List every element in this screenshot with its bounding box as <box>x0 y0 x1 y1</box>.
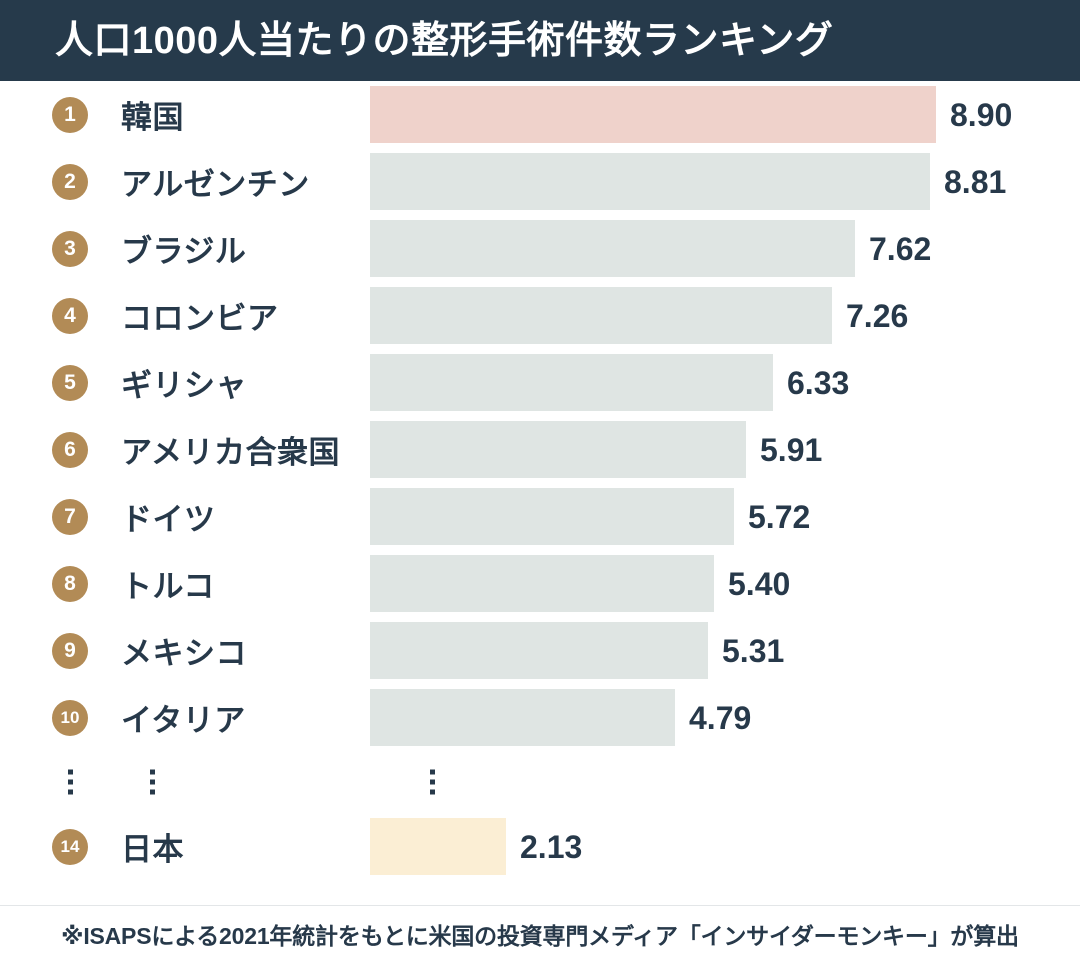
ranking-chart: 1 韓国 8.90 2 アルゼンチン 8.81 3 ブラジル 7.62 4 コロンビア 7.26 5 ギリ… <box>0 81 1080 880</box>
country-label: アメリカ合衆国 <box>121 435 340 470</box>
value-bar <box>370 555 714 612</box>
value-label: 7.26 <box>846 297 909 334</box>
country-label: ギリシャ <box>121 368 247 403</box>
footnote: ※ISAPSによる2021年統計をもとに米国の投資専門メディア「インサイダーモン… <box>0 905 1080 961</box>
ranking-row: 10 イタリア 4.79 <box>0 684 1080 751</box>
chart-header: 人口1000人当たりの整形手術件数ランキング <box>0 0 1080 81</box>
value-label: 5.72 <box>748 498 811 535</box>
vertical-ellipsis-icon <box>68 769 73 795</box>
ranking-row: 7 ドイツ 5.72 <box>0 483 1080 550</box>
rank-badge: 6 <box>52 431 88 468</box>
rank-badge: 8 <box>52 565 88 602</box>
rank-badge: 5 <box>52 364 88 401</box>
value-label: 8.90 <box>950 96 1013 133</box>
value-label: 7.62 <box>869 230 932 267</box>
value-label: 5.31 <box>722 632 785 669</box>
value-label: 4.79 <box>689 699 752 736</box>
vertical-ellipsis-icon <box>430 769 435 795</box>
bar-track: 5.31 <box>370 617 1080 684</box>
ellipsis-separator-row <box>0 751 1080 813</box>
rank-badge: 7 <box>52 498 88 535</box>
value-bar <box>370 153 930 210</box>
value-label: 8.81 <box>944 163 1007 200</box>
value-bar <box>370 818 506 875</box>
bar-track: 6.33 <box>370 349 1080 416</box>
bar-track: 5.72 <box>370 483 1080 550</box>
bar-track: 4.79 <box>370 684 1080 751</box>
value-bar <box>370 689 675 746</box>
value-bar <box>370 86 936 143</box>
ranking-row: 6 アメリカ合衆国 5.91 <box>0 416 1080 483</box>
country-label: イタリア <box>121 703 246 738</box>
bar-track: 8.81 <box>370 148 1080 215</box>
rank-badge: 1 <box>52 96 88 133</box>
bar-track: 8.90 <box>370 81 1080 148</box>
value-bar <box>370 421 746 478</box>
rank-badge: 9 <box>52 632 88 669</box>
rank-badge: 2 <box>52 163 88 200</box>
country-label: コロンビア <box>121 301 279 336</box>
ranking-row: 3 ブラジル 7.62 <box>0 215 1080 282</box>
country-label: メキシコ <box>121 636 247 671</box>
value-label: 5.40 <box>728 565 791 602</box>
value-bar <box>370 220 855 277</box>
country-label: 日本 <box>121 832 184 867</box>
value-bar <box>370 622 708 679</box>
bar-track: 5.40 <box>370 550 1080 617</box>
bar-track: 7.62 <box>370 215 1080 282</box>
rank-badge: 14 <box>52 828 88 865</box>
page-title: 人口1000人当たりの整形手術件数ランキング <box>55 19 834 62</box>
value-bar <box>370 287 832 344</box>
bar-track: 5.91 <box>370 416 1080 483</box>
value-label: 5.91 <box>760 431 823 468</box>
value-bar <box>370 488 734 545</box>
ranking-row: 5 ギリシャ 6.33 <box>0 349 1080 416</box>
rank-badge: 4 <box>52 297 88 334</box>
ranking-row: 4 コロンビア 7.26 <box>0 282 1080 349</box>
vertical-ellipsis-icon <box>150 769 155 795</box>
country-label: ドイツ <box>121 502 216 537</box>
bar-track: 2.13 <box>370 813 1080 880</box>
ranking-row: 1 韓国 8.90 <box>0 81 1080 148</box>
ranking-row: 9 メキシコ 5.31 <box>0 617 1080 684</box>
country-label: 韓国 <box>121 100 184 135</box>
value-bar <box>370 354 773 411</box>
rank-badge: 10 <box>52 699 88 736</box>
ranking-row: 8 トルコ 5.40 <box>0 550 1080 617</box>
country-label: アルゼンチン <box>121 167 310 202</box>
footnote-text: ※ISAPSによる2021年統計をもとに米国の投資専門メディア「インサイダーモン… <box>61 922 1019 949</box>
ranking-row: 2 アルゼンチン 8.81 <box>0 148 1080 215</box>
rank-badge: 3 <box>52 230 88 267</box>
country-label: トルコ <box>121 569 215 604</box>
ranking-row: 14 日本 2.13 <box>0 813 1080 880</box>
country-label: ブラジル <box>121 234 247 269</box>
value-label: 2.13 <box>520 828 583 865</box>
value-label: 6.33 <box>787 364 850 401</box>
bar-track: 7.26 <box>370 282 1080 349</box>
